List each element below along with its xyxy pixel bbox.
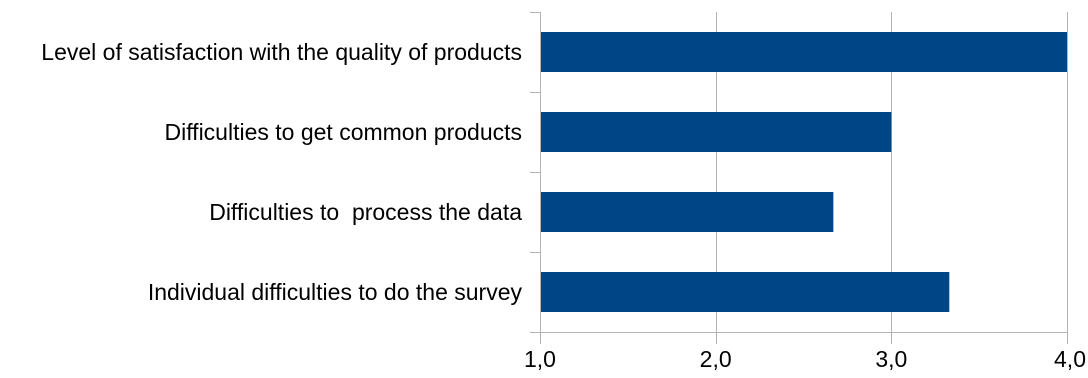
bar [540, 32, 1067, 72]
x-tick-label: 3,0 [875, 346, 907, 372]
category-label: Level of satisfaction with the quality o… [41, 39, 522, 65]
bar [540, 272, 950, 312]
x-tick-label: 2,0 [700, 346, 732, 372]
category-label: Difficulties to process the data [209, 199, 522, 225]
bar [540, 192, 834, 232]
x-tick-label: 1,0 [524, 346, 556, 372]
x-tick-label: 4,0 [1054, 346, 1086, 372]
category-label: Difficulties to get common products [164, 119, 522, 145]
category-label: Individual difficulties to do the survey [148, 279, 523, 305]
axes [530, 12, 1068, 344]
tick-labels: 1,0 2,0 3,0 4,0 [524, 346, 1086, 372]
category-labels: Level of satisfaction with the quality o… [41, 39, 522, 305]
bar [540, 112, 892, 152]
bars [540, 32, 1067, 312]
